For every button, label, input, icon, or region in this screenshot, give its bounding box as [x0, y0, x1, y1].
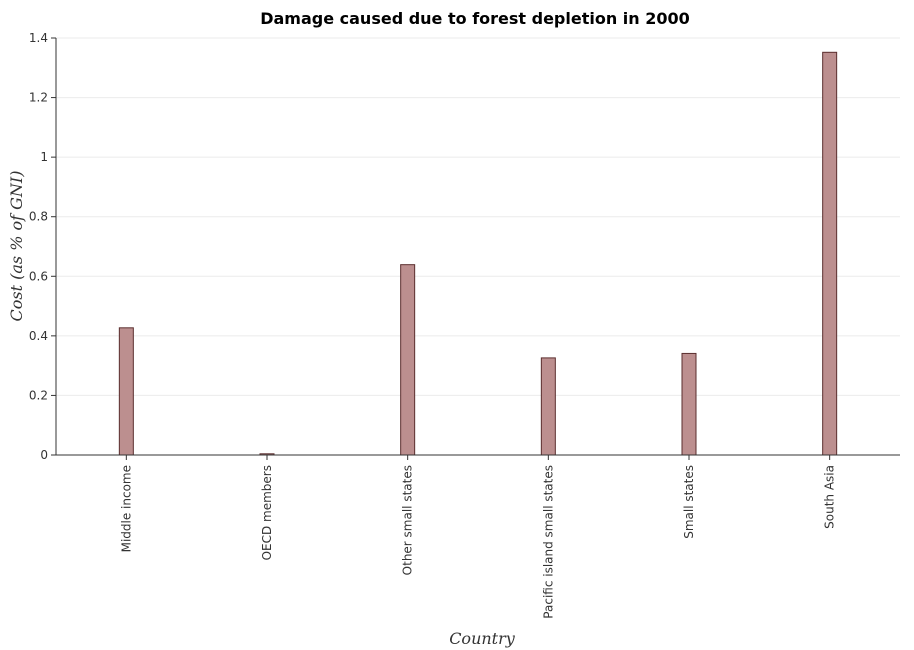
y-tick-label: 0.2 — [29, 388, 48, 402]
y-tick-label: 1.2 — [29, 91, 48, 105]
x-axis-label: Country — [449, 629, 516, 648]
y-tick-label: 0.6 — [29, 269, 48, 283]
y-tick-label: 0 — [40, 448, 48, 462]
x-tick-label: OECD members — [260, 465, 274, 560]
x-tick-label: Small states — [682, 465, 696, 539]
chart-title: Damage caused due to forest depletion in… — [260, 9, 690, 28]
x-tick-label: Other small states — [401, 465, 415, 575]
x-tick-label: Middle income — [119, 465, 133, 552]
y-axis-label: Cost (as % of GNI) — [7, 171, 26, 322]
bar — [681, 352, 697, 456]
bar — [118, 327, 134, 456]
y-tick-label: 1 — [40, 150, 48, 164]
y-tick-label: 1.4 — [29, 31, 48, 45]
bar — [822, 51, 838, 456]
bar — [400, 264, 416, 456]
y-tick-label: 0.8 — [29, 210, 48, 224]
x-tick-label: Pacific island small states — [541, 465, 555, 619]
y-tick-label: 0.4 — [29, 329, 48, 343]
x-ticks: Middle income OECD members Other small sta… — [119, 455, 837, 619]
bars — [118, 51, 838, 456]
bar — [540, 357, 556, 456]
x-tick-label: South Asia — [823, 465, 837, 529]
grid — [56, 37, 900, 456]
y-ticks: 0 0.2 0.4 0.6 0.8 1 1.2 1.4 — [29, 31, 56, 462]
